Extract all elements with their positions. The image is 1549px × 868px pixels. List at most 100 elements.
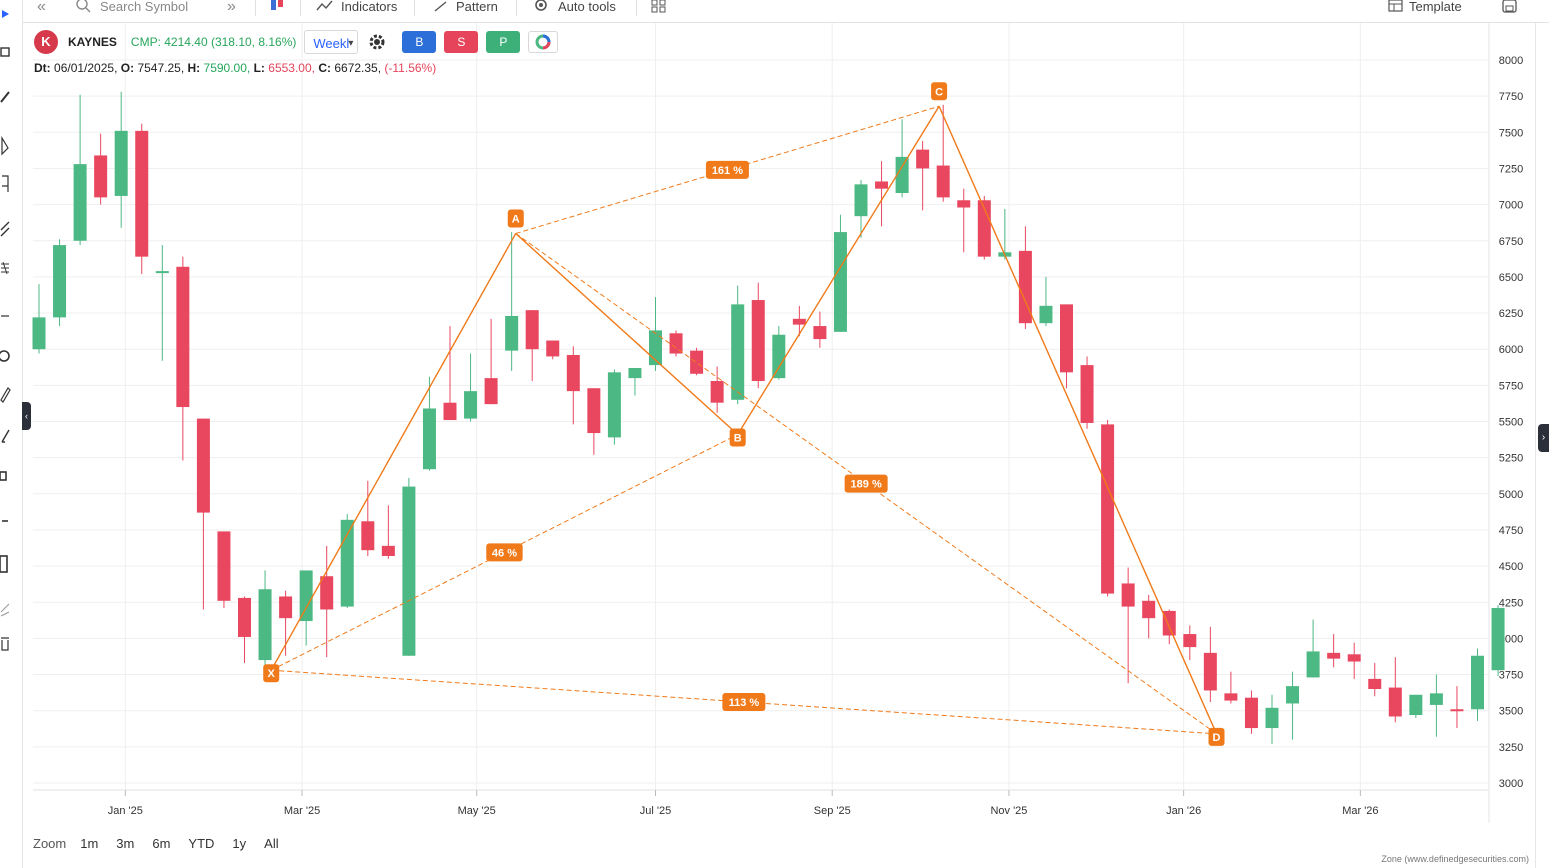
trash-icon[interactable] (1, 637, 9, 651)
candle-body (525, 310, 539, 350)
price-chart[interactable]: 3000 3250 3500 3750 4000 4250 4500 4750 5000 5250… (23, 23, 1535, 868)
candle-body (710, 381, 724, 403)
candle (176, 256, 190, 461)
pattern-button[interactable]: Pattern (456, 0, 498, 14)
brush-tool-icon[interactable] (0, 91, 10, 103)
candle-body (587, 388, 601, 434)
candle (1368, 662, 1382, 697)
cursor-arrow-icon[interactable] (2, 10, 9, 18)
candle-body (1491, 608, 1505, 671)
toolbar-divider (255, 0, 256, 16)
drawing-toolbar (0, 0, 23, 868)
candle (381, 505, 395, 559)
candle (1101, 420, 1115, 597)
change-value: (-11.56%) (384, 61, 437, 75)
zoom-6m[interactable]: 6m (152, 836, 171, 851)
price-tick-label: 8000 (1499, 55, 1523, 67)
candle (1471, 648, 1484, 721)
zoom-ytd[interactable]: YTD (188, 836, 215, 851)
candle-body (1388, 687, 1402, 717)
candle-body (772, 334, 786, 379)
time-tick-label: Sep '25 (814, 805, 851, 817)
candle (361, 480, 375, 556)
candle (1450, 686, 1464, 729)
point-badge-bg (1208, 727, 1225, 746)
price-tick-label: 6000 (1499, 344, 1523, 356)
layout-grid-icon[interactable] (651, 0, 666, 22)
collapse-toolbar-tab[interactable]: ‹ (22, 402, 31, 430)
timeframe-select[interactable]: Weekl ▾ (304, 30, 359, 54)
time-tick-label: Jan '26 (1166, 805, 1201, 817)
price-tick-label: 4750 (1499, 525, 1523, 537)
price-tick-label: 7500 (1499, 127, 1523, 139)
candle-body (731, 304, 745, 400)
candle (566, 346, 580, 425)
candle (957, 188, 971, 253)
candle (525, 310, 539, 382)
ratio-label-text: 46 % (492, 547, 517, 559)
candle (1080, 356, 1094, 429)
candle-body (957, 200, 971, 208)
template-button[interactable]: Template (1409, 0, 1462, 14)
sunrise-tool-icon[interactable] (0, 603, 10, 617)
template-icon (1388, 0, 1403, 22)
zoom-3m[interactable]: 3m (116, 836, 135, 851)
candle (258, 570, 272, 671)
price-range-icon[interactable] (2, 175, 9, 192)
color-palette-icon[interactable] (528, 31, 559, 53)
candle (505, 232, 519, 371)
toolbar-divider (300, 0, 301, 16)
expand-right-icon[interactable]: » (227, 0, 236, 15)
candle (1121, 567, 1135, 684)
top-toolbar: « Search Symbol » Indicators Pattern Aut… (0, 0, 1549, 23)
fib-retracement-icon[interactable] (1, 261, 9, 275)
settings-gear-icon[interactable] (368, 33, 386, 51)
candle-body (1203, 652, 1217, 691)
candle (1183, 625, 1197, 661)
sell-button[interactable]: S (444, 31, 479, 53)
pattern-point-d: D (1208, 727, 1225, 746)
ratio-label-text: 189 % (851, 479, 882, 491)
high-label: H: (187, 61, 201, 75)
expand-right-panel-tab[interactable]: › (1538, 424, 1549, 452)
frame-tool-icon[interactable] (0, 555, 8, 573)
price-tick-label: 5250 (1499, 453, 1523, 465)
measure-tool-icon[interactable] (1, 135, 9, 156)
candle-body (1224, 693, 1238, 701)
open-label: O: (120, 61, 135, 75)
gear-icon (533, 0, 549, 22)
candle (279, 590, 293, 656)
zoom-1m[interactable]: 1m (80, 836, 99, 851)
candle-body (895, 156, 909, 194)
pattern-leg (270, 233, 517, 671)
circle-tool-icon[interactable] (0, 350, 10, 362)
pattern-ratio-line (270, 434, 738, 671)
candle-body (258, 589, 272, 661)
zoom-1y[interactable]: 1y (232, 836, 247, 851)
text-tool-icon[interactable] (1, 429, 10, 443)
toolbar-divider (516, 0, 517, 16)
indicators-icon (316, 0, 334, 22)
point-badge-text: A (512, 214, 520, 226)
candle-type-icon[interactable] (268, 0, 286, 22)
time-tick-label: May '25 (458, 805, 496, 817)
buy-button[interactable]: B (402, 31, 437, 53)
parallel-channel-icon[interactable] (0, 221, 10, 237)
symbol-name[interactable]: KAYNES (68, 35, 117, 49)
candle (607, 369, 621, 445)
auto-tools-button[interactable]: Auto tools (558, 0, 616, 14)
pattern-point-c: C (931, 82, 948, 101)
zoom-all[interactable]: All (264, 836, 279, 851)
pen-tool-icon[interactable] (0, 387, 11, 403)
save-icon[interactable] (1502, 0, 1517, 22)
candle-body (1018, 250, 1032, 324)
search-input[interactable]: Search Symbol (100, 0, 189, 14)
portfolio-button[interactable]: P (486, 31, 521, 53)
collapse-left-icon[interactable]: « (37, 0, 46, 15)
rectangle-tool-icon[interactable] (0, 47, 10, 57)
square-shape-icon[interactable] (0, 471, 7, 481)
candle-body (1142, 600, 1156, 619)
indicators-button[interactable]: Indicators (341, 0, 398, 14)
candle (217, 531, 231, 609)
candle (1286, 671, 1300, 740)
